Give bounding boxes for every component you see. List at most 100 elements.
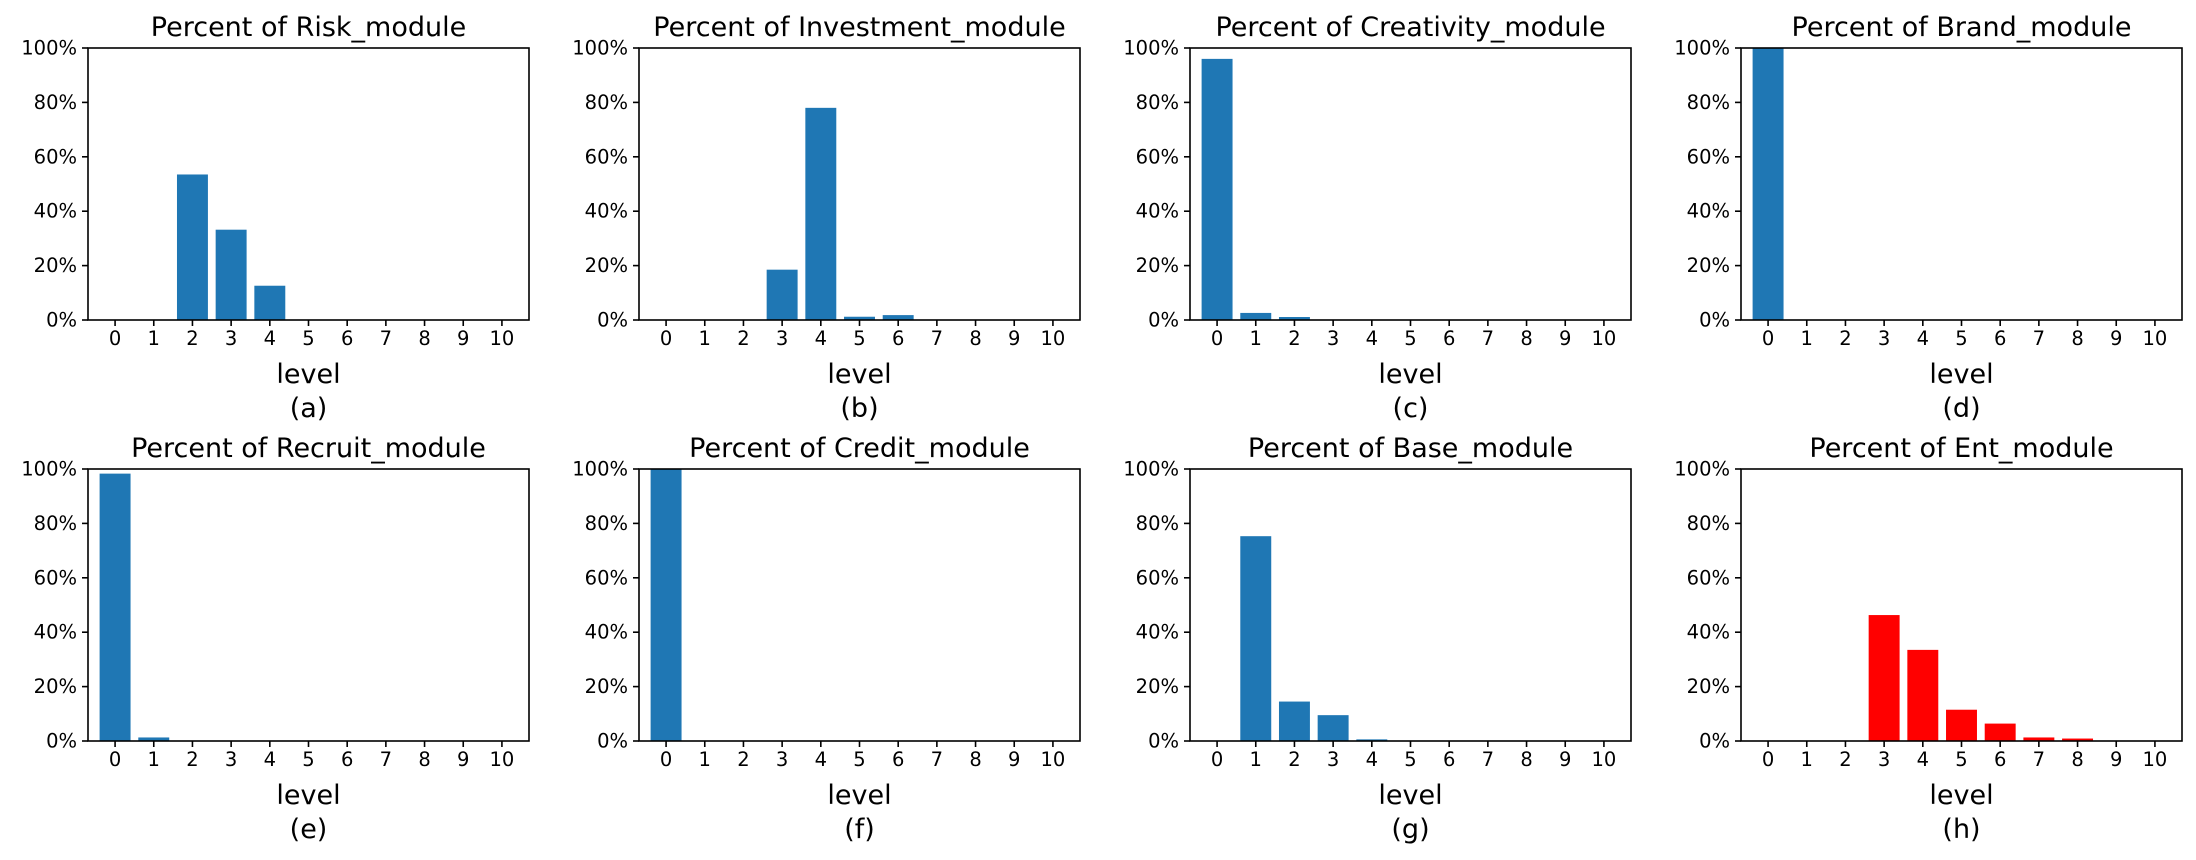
x-tick-label: 3 xyxy=(225,327,237,350)
bar xyxy=(844,316,875,320)
x-tick-label: 0 xyxy=(1211,327,1223,350)
y-tick-label: 0% xyxy=(597,730,628,753)
y-tick-label: 40% xyxy=(1136,200,1179,223)
x-tick-label: 6 xyxy=(1443,327,1455,350)
x-tick-label: 4 xyxy=(815,748,827,771)
x-tick-label: 1 xyxy=(699,748,711,771)
x-tick-label: 0 xyxy=(660,327,672,350)
x-tick-label: 5 xyxy=(302,327,314,350)
subplot-4: 0% 20% 40% 60% 80% 100% 0 1 2 3 4 5 6 7 8 9 10 Percent of… xyxy=(1674,12,2183,424)
bar xyxy=(1240,312,1272,320)
x-tick-label: 9 xyxy=(457,327,469,350)
x-tick-label: 4 xyxy=(264,327,276,350)
subplot-caption: (g) xyxy=(1391,814,1429,845)
y-tick-label: 100% xyxy=(1674,458,1730,481)
x-tick-label: 2 xyxy=(1288,748,1300,771)
plot-frame xyxy=(87,47,530,321)
y-tick-label: 100% xyxy=(21,37,77,60)
bar xyxy=(215,229,247,320)
plot-frame xyxy=(638,47,1081,321)
y-tick-label: 80% xyxy=(34,91,77,114)
x-tick-label: 2 xyxy=(737,327,749,350)
x-tick-label: 9 xyxy=(2110,748,2122,771)
y-tick-label: 100% xyxy=(21,458,77,481)
x-tick-label: 7 xyxy=(380,327,392,350)
y-tick-label: 100% xyxy=(572,458,628,481)
x-tick-label: 6 xyxy=(341,748,353,771)
plot-frame xyxy=(1189,47,1632,321)
x-tick-label: 9 xyxy=(1559,748,1571,771)
y-tick-label: 20% xyxy=(585,254,628,277)
x-tick-label: 4 xyxy=(815,327,827,350)
y-tick-label: 80% xyxy=(1687,512,1730,535)
y-tick-label: 0% xyxy=(1699,730,1730,753)
subplot-caption: (h) xyxy=(1942,814,1980,845)
y-tick-label: 60% xyxy=(585,145,628,168)
x-tick-label: 3 xyxy=(1327,748,1339,771)
x-tick-label: 7 xyxy=(931,748,943,771)
bar xyxy=(1752,48,1784,320)
chart-title: Percent of Credit_module xyxy=(689,433,1030,464)
x-tick-label: 10 xyxy=(1041,327,1066,350)
y-tick-label: 40% xyxy=(34,200,77,223)
x-tick-label: 0 xyxy=(1762,327,1774,350)
y-tick-label: 80% xyxy=(585,512,628,535)
subplot-3: 0% 20% 40% 60% 80% 100% 0 1 2 3 4 5 6 7 8 9 10 Percent of… xyxy=(1123,12,1632,424)
y-tick-label: 0% xyxy=(597,309,628,332)
subplot-8: 0% 20% 40% 60% 80% 100% 0 1 2 3 4 5 6 7 8 9 10 Percent of… xyxy=(1674,433,2183,845)
x-tick-label: 5 xyxy=(853,327,865,350)
subplot-caption: (c) xyxy=(1393,393,1429,424)
y-tick-label: 20% xyxy=(585,675,628,698)
y-tick-label: 20% xyxy=(34,675,77,698)
y-tick-label: 20% xyxy=(1687,675,1730,698)
bar xyxy=(1278,317,1310,320)
y-tick-label: 60% xyxy=(1136,145,1179,168)
bar xyxy=(1240,536,1272,741)
x-tick-label: 4 xyxy=(1366,327,1378,350)
x-axis-label: level xyxy=(1929,780,1993,811)
x-tick-label: 3 xyxy=(776,327,788,350)
chart-title: Percent of Ent_module xyxy=(1809,433,2113,464)
x-tick-label: 3 xyxy=(225,748,237,771)
bar xyxy=(1984,723,2016,741)
x-tick-label: 4 xyxy=(264,748,276,771)
x-tick-label: 9 xyxy=(1008,748,1020,771)
x-tick-label: 7 xyxy=(2033,748,2045,771)
bar xyxy=(805,107,837,320)
x-tick-label: 10 xyxy=(1592,748,1617,771)
subplot-caption: (f) xyxy=(844,814,875,845)
subplot-1: 0% 20% 40% 60% 80% 100% 0 1 2 3 4 5 6 7 8 9 10 Percent of… xyxy=(21,12,530,424)
x-tick-label: 0 xyxy=(109,748,121,771)
x-tick-label: 2 xyxy=(737,748,749,771)
y-tick-label: 0% xyxy=(1148,730,1179,753)
x-tick-label: 2 xyxy=(186,327,198,350)
y-tick-label: 20% xyxy=(1136,675,1179,698)
x-axis-label: level xyxy=(1378,359,1442,390)
bar xyxy=(2062,738,2094,741)
x-tick-label: 9 xyxy=(2110,327,2122,350)
y-tick-label: 80% xyxy=(1687,91,1730,114)
x-tick-label: 8 xyxy=(969,748,981,771)
bar xyxy=(766,269,798,320)
x-tick-label: 3 xyxy=(776,748,788,771)
x-tick-label: 4 xyxy=(1917,748,1929,771)
x-tick-label: 0 xyxy=(109,327,121,350)
x-tick-label: 8 xyxy=(1520,327,1532,350)
bar xyxy=(1868,615,1900,741)
x-tick-label: 1 xyxy=(1801,327,1813,350)
x-tick-label: 1 xyxy=(1801,748,1813,771)
y-tick-label: 100% xyxy=(572,37,628,60)
y-tick-label: 0% xyxy=(1148,309,1179,332)
y-tick-label: 60% xyxy=(1136,566,1179,589)
x-tick-label: 1 xyxy=(1250,748,1262,771)
x-tick-label: 8 xyxy=(1520,748,1532,771)
y-tick-label: 40% xyxy=(1687,621,1730,644)
x-axis-label: level xyxy=(276,780,340,811)
x-axis-label: level xyxy=(827,359,891,390)
x-tick-label: 6 xyxy=(1994,748,2006,771)
y-tick-label: 100% xyxy=(1123,37,1179,60)
x-axis-label: level xyxy=(1378,780,1442,811)
y-tick-label: 0% xyxy=(46,730,77,753)
x-tick-label: 1 xyxy=(699,327,711,350)
y-tick-label: 60% xyxy=(585,566,628,589)
